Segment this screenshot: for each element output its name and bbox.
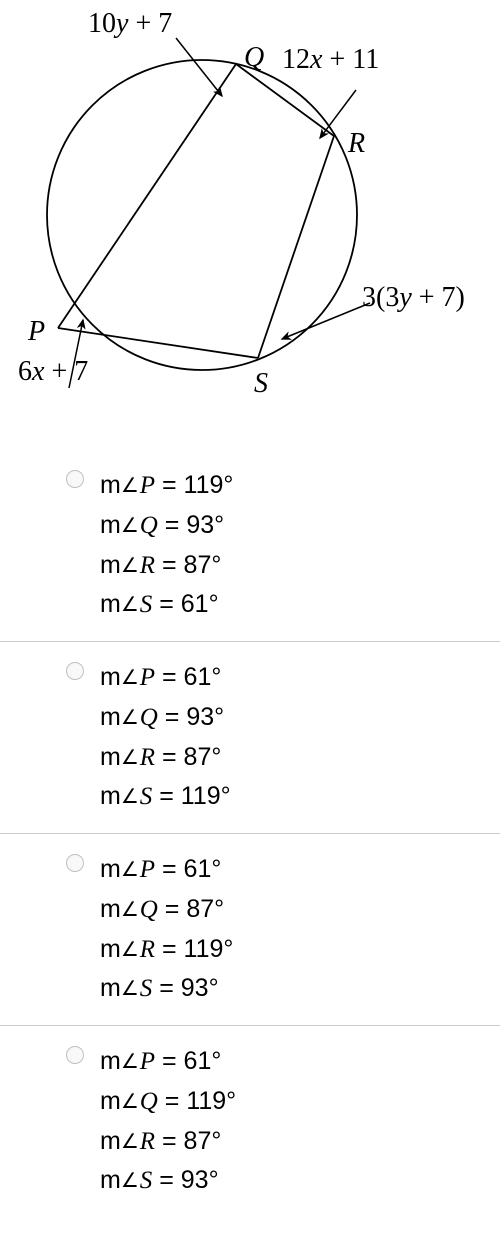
option-line: m∠P = 61° (100, 850, 440, 890)
option-line: m∠P = 119° (100, 466, 440, 506)
vertex-label-R: R (348, 128, 365, 160)
expr-label-q: 10y + 7 (88, 8, 172, 40)
expr-label-s: 3(3y + 7) (362, 282, 465, 314)
arrow-leaders (69, 38, 370, 388)
option-2[interactable]: m∠P = 61° m∠Q = 93° m∠R = 87° m∠S = 119° (0, 642, 500, 834)
option-line: m∠R = 87° (100, 738, 440, 778)
option-line: m∠Q = 87° (100, 890, 440, 930)
option-line: m∠Q = 93° (100, 698, 440, 738)
answer-options: m∠P = 119° m∠Q = 93° m∠R = 87° m∠S = 61°… (0, 440, 500, 1237)
expr-label-r: 12x + 11 (282, 44, 379, 76)
option-line: m∠S = 61° (100, 585, 440, 625)
radio-icon[interactable] (66, 662, 84, 680)
vertex-label-P: P (28, 316, 45, 348)
option-line: m∠S = 93° (100, 1161, 440, 1201)
option-line: m∠R = 87° (100, 1122, 440, 1162)
diagram-area: P Q R S 6x + 7 10y + 7 12x + 11 3(3y + 7… (0, 0, 500, 440)
option-line: m∠P = 61° (100, 658, 440, 698)
radio-icon[interactable] (66, 854, 84, 872)
expr-label-p: 6x + 7 (18, 356, 88, 388)
vertex-label-Q: Q (244, 42, 264, 74)
option-line: m∠R = 119° (100, 930, 440, 970)
radio-icon[interactable] (66, 1046, 84, 1064)
option-line: m∠Q = 119° (100, 1082, 440, 1122)
option-1[interactable]: m∠P = 119° m∠Q = 93° m∠R = 87° m∠S = 61° (0, 450, 500, 642)
option-4[interactable]: m∠P = 61° m∠Q = 119° m∠R = 87° m∠S = 93° (0, 1026, 500, 1217)
inscribed-quadrilateral (58, 64, 334, 358)
circle (47, 60, 357, 370)
option-line: m∠Q = 93° (100, 506, 440, 546)
option-line: m∠R = 87° (100, 546, 440, 586)
radio-icon[interactable] (66, 470, 84, 488)
option-3[interactable]: m∠P = 61° m∠Q = 87° m∠R = 119° m∠S = 93° (0, 834, 500, 1026)
option-line: m∠P = 61° (100, 1042, 440, 1082)
option-line: m∠S = 119° (100, 777, 440, 817)
vertex-label-S: S (254, 368, 268, 400)
option-line: m∠S = 93° (100, 969, 440, 1009)
